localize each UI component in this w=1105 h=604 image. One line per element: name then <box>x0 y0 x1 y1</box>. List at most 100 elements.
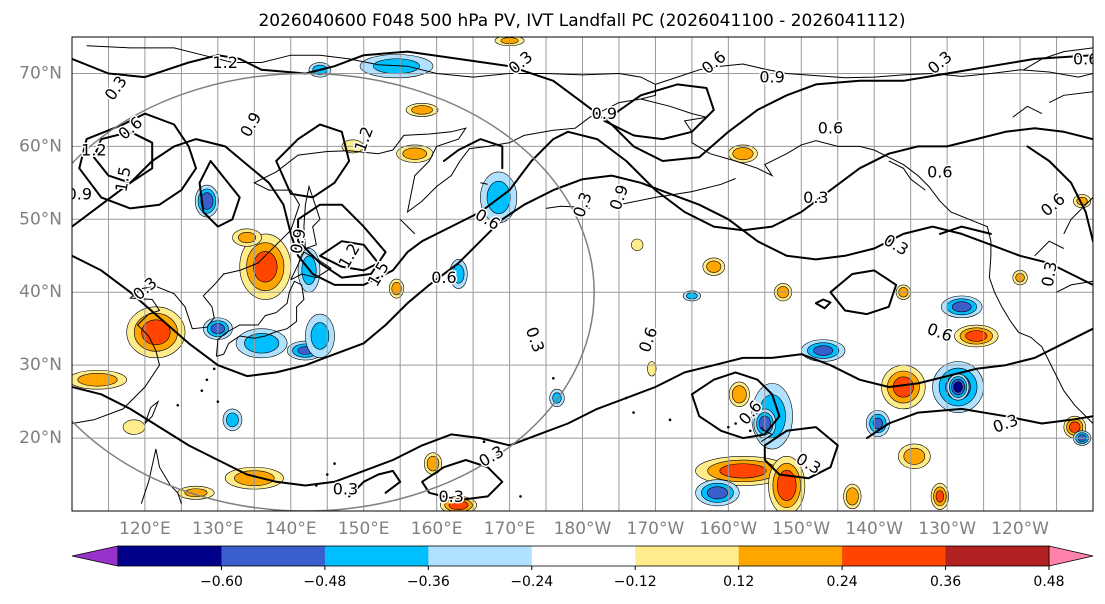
pv-contour-line <box>814 298 832 310</box>
coastline <box>72 45 656 424</box>
pv-contour-line <box>72 327 1093 487</box>
ivt-anomaly-blob <box>843 483 862 510</box>
colorbar-tick-label: 0.12 <box>723 574 754 590</box>
colorbar-tick-label: −0.60 <box>200 574 243 590</box>
ivt-anomaly-blob <box>631 238 644 251</box>
pv-contour-label: 1.2 <box>81 141 106 160</box>
coastline <box>888 160 926 191</box>
gridlines <box>72 37 1093 511</box>
coastline <box>760 426 774 443</box>
ivt-anomaly-blob <box>946 373 970 401</box>
ivt-anomaly-blob <box>800 339 846 362</box>
ivt-anomaly-blob <box>439 496 478 511</box>
pv-contour-label: 0.6 <box>927 162 952 181</box>
island-dot <box>632 411 635 414</box>
latitude-tick-labels: 70°N 60°N 50°N 40°N 30°N 20°N <box>19 63 62 448</box>
island-dot <box>212 367 216 371</box>
coastline <box>144 400 160 424</box>
pv-contour-line <box>938 225 992 235</box>
coastline <box>215 280 305 357</box>
pv-contour-line <box>603 83 715 141</box>
pv-contour-line <box>421 459 504 502</box>
pv-contour-line <box>72 174 1093 378</box>
island-dot <box>333 462 336 465</box>
colorbar-swatch <box>842 546 947 566</box>
colorbar-swatch <box>118 546 222 566</box>
ivt-anomaly-blob <box>695 456 791 486</box>
pv-contours <box>72 50 1093 502</box>
colorbar: −0.60 −0.48 −0.36 −0.24 −0.12 0.12 0.24 0.36 0.4… <box>71 545 1094 590</box>
landfall-radius-circle <box>72 72 595 511</box>
ivt-anomaly-blob <box>396 144 434 163</box>
coastline <box>1034 240 1065 257</box>
lon-tick-label: 140°E <box>265 519 317 539</box>
lon-tick-label: 120°W <box>991 519 1049 539</box>
colorbar-outline <box>117 545 1050 567</box>
pv-contour-label: 0.6 <box>431 268 456 287</box>
colorbar-tick-label: 0.24 <box>827 574 858 590</box>
coastline <box>640 98 1093 424</box>
map-content <box>72 37 1093 511</box>
lat-tick-label: 20°N <box>19 428 62 448</box>
lat-tick-label: 40°N <box>19 282 62 302</box>
ivt-anomaly-blob <box>865 410 890 437</box>
colorbar-swatch <box>531 546 636 566</box>
colorbar-tick-label: 0.48 <box>1033 574 1064 590</box>
island-dot <box>727 425 730 429</box>
pv-contour-line <box>319 240 380 272</box>
ivt-anomaly-blob <box>122 419 146 435</box>
coastline <box>545 205 590 209</box>
landfall-radius-circle-shape <box>72 72 595 511</box>
lon-tick-label: 140°W <box>845 519 903 539</box>
coastline <box>1063 197 1093 235</box>
island-dot <box>519 495 522 498</box>
island-dot <box>176 403 180 407</box>
coastline <box>140 448 182 504</box>
pv-contour-line <box>690 371 781 440</box>
ivt-anomaly-blob <box>647 361 657 377</box>
coastline <box>1056 280 1093 293</box>
lat-tick-label: 50°N <box>19 209 62 229</box>
pv-contour-label: 0.9 <box>287 227 310 255</box>
lat-tick-label: 60°N <box>19 136 62 156</box>
lon-tick-label: 150°E <box>338 519 390 539</box>
pv-contour-line <box>442 138 504 170</box>
coastline <box>290 251 332 281</box>
pv-contour-line <box>865 407 1093 440</box>
coastlines <box>72 45 1093 504</box>
lon-tick-label: 160°W <box>699 519 757 539</box>
colorbar-swatch <box>324 546 429 566</box>
ivt-anomaly-blob <box>897 443 931 470</box>
colorbar-swatch <box>428 546 533 566</box>
pv-contour-line <box>348 469 402 498</box>
pv-contour-label: 0.9 <box>592 104 617 123</box>
pv-contour-label: 0.9 <box>759 68 784 87</box>
island-dot <box>482 440 486 444</box>
island-dot <box>748 429 752 433</box>
ivt-anomaly-blob <box>768 456 806 511</box>
coastline <box>1012 105 1043 118</box>
ivt-anomaly-blob <box>235 328 288 359</box>
pv-contour-line <box>829 269 898 316</box>
coastline <box>618 178 736 206</box>
lon-tick-label: 130°W <box>918 519 976 539</box>
colorbar-swatch <box>945 546 1050 566</box>
ivt-anomaly-blob <box>177 485 215 500</box>
ivt-anomaly-blob <box>72 369 127 390</box>
pv-contour-line <box>275 123 351 199</box>
pv-contour-line <box>763 426 839 480</box>
coastline <box>399 218 416 235</box>
colorbar-tick-label: −0.12 <box>614 574 657 590</box>
pv-contour-line <box>72 127 1093 286</box>
ivt-anomaly-blob <box>728 381 750 408</box>
colorbar-tick-label: 0.36 <box>930 574 961 590</box>
colorbar-tick-label: −0.36 <box>407 574 450 590</box>
coastline <box>1048 91 1093 104</box>
ivt-anomaly-blob <box>222 408 243 432</box>
ivt-anomaly-blob <box>305 313 335 359</box>
lon-tick-label: 170°W <box>627 519 685 539</box>
ivt-anomaly-blob <box>549 388 565 408</box>
pv-contour-label: 0.3 <box>439 487 464 506</box>
island-dot <box>668 418 672 422</box>
